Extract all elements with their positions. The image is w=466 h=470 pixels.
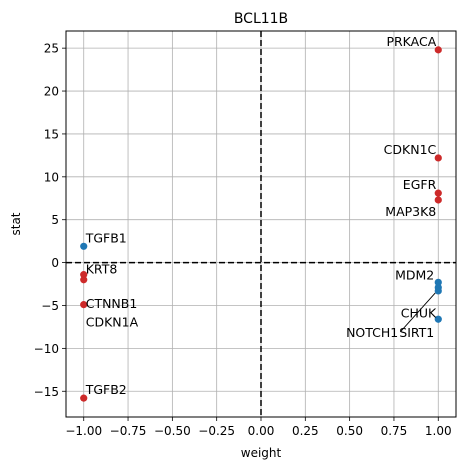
- x-tick-label: 0.75: [381, 424, 408, 438]
- y-tick-label: 20: [44, 85, 59, 99]
- data-point: [434, 278, 442, 286]
- data-point: [80, 301, 88, 309]
- point-label: CHUK: [401, 305, 437, 320]
- point-label: CDKN1A: [86, 315, 139, 330]
- point-label: EGFR: [403, 177, 437, 192]
- point-label: KRT8: [86, 262, 118, 277]
- x-tick-label: −0.75: [110, 424, 147, 438]
- point-label: TGFB1: [85, 230, 127, 245]
- data-point: [434, 189, 442, 197]
- point-label: NOTCH1: [346, 325, 398, 340]
- point-label: CTNNB1: [86, 296, 138, 311]
- axis-ticks: −1.00 −0.75 −0.50 −0.25 0.00 0.25 0.50 0.75 1.00…: [34, 42, 452, 438]
- data-point: [80, 394, 88, 402]
- x-tick-label: 0.25: [292, 424, 319, 438]
- data-point: [80, 242, 88, 250]
- data-point: [434, 154, 442, 162]
- data-point: [80, 271, 88, 279]
- data-point: [434, 315, 442, 323]
- data-points: [80, 46, 442, 402]
- data-point: [434, 287, 442, 295]
- y-tick-label: 10: [44, 170, 59, 184]
- reference-lines: [66, 31, 456, 417]
- point-label: SIRT1: [399, 325, 434, 340]
- y-tick-label: −10: [34, 342, 59, 356]
- chart-title: BCL11B: [234, 11, 288, 27]
- y-tick-label: 0: [51, 256, 59, 270]
- y-tick-label: −5: [41, 299, 59, 313]
- y-tick-label: 25: [44, 42, 59, 56]
- point-label: MDM2: [395, 267, 434, 282]
- point-label: PRKACA: [386, 34, 436, 49]
- y-tick-label: 15: [44, 127, 59, 141]
- y-tick-label: −15: [34, 385, 59, 399]
- x-tick-label: 1.00: [425, 424, 452, 438]
- y-axis-label: stat: [9, 212, 23, 235]
- point-label: CDKN1C: [384, 142, 437, 157]
- x-tick-label: −0.25: [198, 424, 235, 438]
- leader-line: [399, 292, 436, 333]
- point-label: MAP3K8: [385, 204, 436, 219]
- data-point: [434, 196, 442, 204]
- data-point: [80, 276, 88, 284]
- x-tick-label: −1.00: [65, 424, 102, 438]
- y-tick-label: 5: [51, 213, 59, 227]
- data-point: [434, 46, 442, 54]
- x-tick-label: 0.50: [336, 424, 363, 438]
- x-axis-label: weight: [241, 446, 282, 460]
- x-tick-label: −0.50: [154, 424, 191, 438]
- point-label: TGFB2: [85, 382, 127, 397]
- x-tick-label: 0.00: [248, 424, 275, 438]
